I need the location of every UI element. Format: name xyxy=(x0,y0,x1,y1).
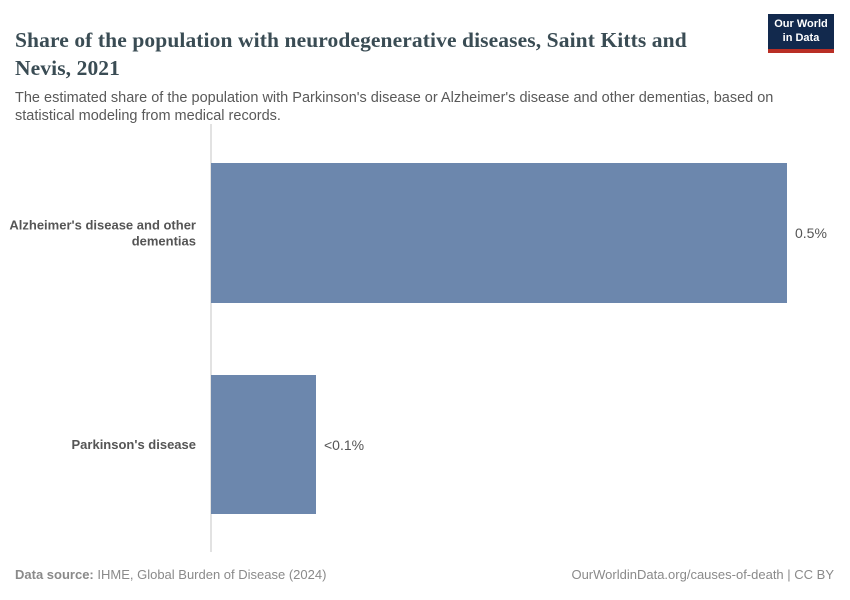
bar-parkinsons[interactable] xyxy=(211,375,316,514)
bar-row-alzheimers: Alzheimer's disease and other dementias … xyxy=(0,163,850,303)
data-source: Data source: IHME, Global Burden of Dise… xyxy=(15,567,326,582)
footer: Data source: IHME, Global Burden of Dise… xyxy=(15,567,834,582)
owid-logo-line2: in Data xyxy=(782,31,820,44)
bar-row-parkinsons: Parkinson's disease <0.1% xyxy=(0,375,850,514)
data-source-value: IHME, Global Burden of Disease (2024) xyxy=(93,567,327,582)
data-source-label: Data source: xyxy=(15,567,94,582)
chart-subtitle: The estimated share of the population wi… xyxy=(15,89,774,125)
bar-alzheimers[interactable] xyxy=(211,163,787,303)
value-label-alzheimers: 0.5% xyxy=(795,225,827,241)
owid-logo[interactable]: Our World in Data xyxy=(768,14,834,53)
y-axis-line xyxy=(210,124,212,552)
category-label-parkinsons: Parkinson's disease xyxy=(71,436,197,452)
chart-title: Share of the population with neurodegene… xyxy=(15,28,687,80)
category-label-alzheimers: Alzheimer's disease and other dementias xyxy=(9,217,196,248)
owid-credit-link[interactable]: OurWorldinData.org/causes-of-death | CC … xyxy=(571,567,834,582)
value-label-parkinsons: <0.1% xyxy=(324,436,365,453)
owid-logo-line1: Our World xyxy=(774,17,828,30)
